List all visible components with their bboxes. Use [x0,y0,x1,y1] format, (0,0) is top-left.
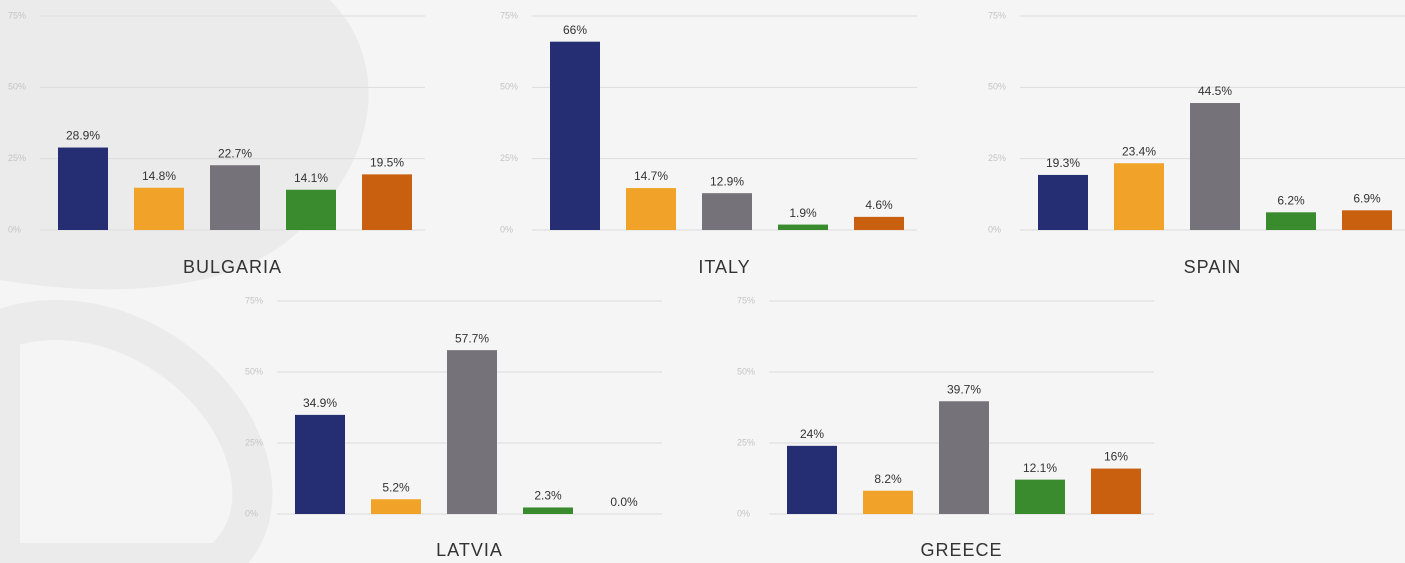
chart-page: 0% 25% 50% 75% 28.9% 14.8% 22.7% 14.1% 19.5% BULG… [0,0,1405,563]
y-tick-label: 75% [988,10,1006,20]
bar [134,188,184,230]
y-tick-label: 75% [737,295,755,305]
y-tick-label: 75% [500,10,518,20]
bar [1038,175,1088,230]
data-label: 5.2% [382,480,410,494]
data-label: 14.7% [634,169,668,183]
data-label: 1.9% [789,206,817,220]
bar [787,446,837,514]
y-tick-label: 25% [737,437,755,447]
y-tick-label: 25% [8,153,26,163]
data-label: 14.8% [142,169,176,183]
y-tick-label: 50% [500,82,518,92]
bar [939,401,989,514]
data-label: 0.0% [610,495,638,509]
y-tick-label: 0% [500,224,513,234]
y-tick-label: 0% [8,224,21,234]
data-label: 6.9% [1353,191,1381,205]
data-label: 39.7% [947,382,981,396]
data-label: 4.6% [865,198,893,212]
data-label: 23.4% [1122,144,1156,158]
y-tick-label: 75% [8,10,26,20]
bar [626,188,676,230]
bar [1015,480,1065,514]
bar [210,165,260,230]
bar [362,174,412,230]
data-label: 28.9% [66,129,100,143]
chart-title: ITALY [698,257,750,277]
data-label: 14.1% [294,171,328,185]
chart-title: GREECE [920,540,1002,560]
y-tick-label: 0% [988,224,1001,234]
bar [702,193,752,230]
data-label: 19.5% [370,156,404,170]
data-label: 2.3% [534,489,562,503]
bar [1190,103,1240,230]
chart-title: SPAIN [1184,257,1242,277]
data-label: 8.2% [874,472,902,486]
bar [550,42,600,230]
y-tick-label: 50% [737,366,755,376]
data-label: 6.2% [1277,193,1305,207]
data-label: 24% [800,427,824,441]
bar [447,350,497,514]
bar [295,415,345,514]
y-tick-label: 25% [988,153,1006,163]
bar [863,491,913,514]
chart-title: LATVIA [436,540,503,560]
y-tick-label: 50% [8,82,26,92]
bar [58,148,108,230]
y-tick-label: 50% [988,82,1006,92]
bar [854,217,904,230]
bar [1091,469,1141,514]
bar [286,190,336,230]
bar [778,225,828,230]
y-tick-label: 0% [737,508,750,518]
y-tick-label: 75% [245,295,263,305]
bar [371,499,421,514]
y-tick-label: 25% [500,153,518,163]
data-label: 34.9% [303,396,337,410]
data-label: 12.9% [710,174,744,188]
bar [1266,212,1316,230]
chart-title: BULGARIA [183,257,282,277]
data-label: 22.7% [218,146,252,160]
data-label: 19.3% [1046,156,1080,170]
data-label: 12.1% [1023,461,1057,475]
y-tick-label: 50% [245,366,263,376]
bar [1114,163,1164,230]
y-tick-label: 25% [245,437,263,447]
data-label: 44.5% [1198,84,1232,98]
data-label: 66% [563,23,587,37]
data-label: 57.7% [455,331,489,345]
y-tick-label: 0% [245,508,258,518]
bar [1342,210,1392,230]
bar [523,507,573,514]
data-label: 16% [1104,450,1128,464]
